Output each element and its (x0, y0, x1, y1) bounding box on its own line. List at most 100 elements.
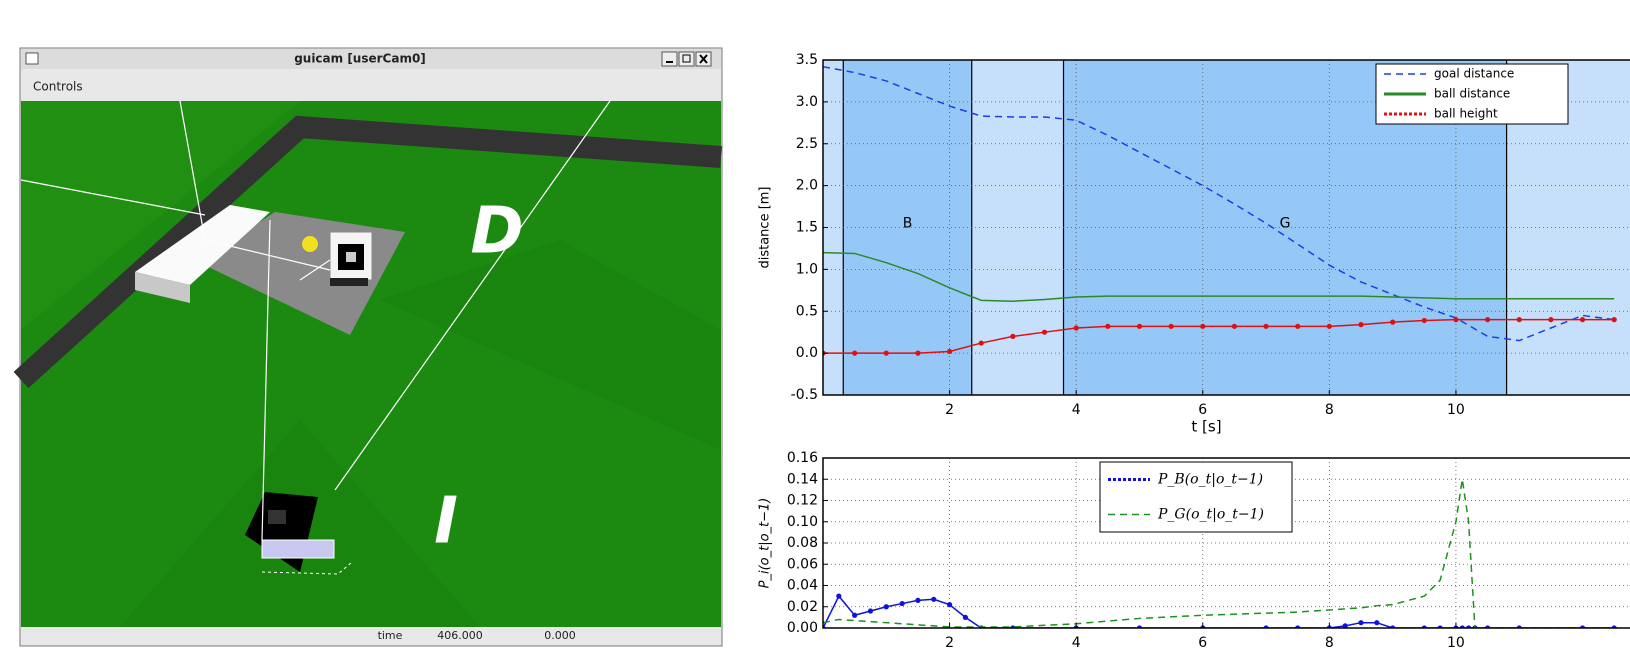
window-title: guicam [userCam0] (294, 52, 426, 66)
legend-label: P_B(o_t|o_t−1) (1157, 472, 1263, 488)
legend-box (1099, 461, 1293, 533)
y-axis-label: distance [m] (758, 186, 773, 268)
series-marker (1358, 322, 1364, 328)
series-marker (883, 350, 889, 356)
x-tick-label: 2 (945, 635, 954, 651)
series-marker (946, 348, 953, 355)
series-marker (1263, 323, 1269, 329)
series-marker (899, 600, 905, 607)
series-marker (1295, 323, 1301, 329)
series-marker (852, 350, 858, 356)
y-tick-label: 0.00 (787, 620, 818, 636)
x-tick-label: 4 (1072, 635, 1081, 651)
series-marker (946, 602, 953, 608)
scene-label: D (470, 195, 523, 269)
title-bar (21, 49, 721, 69)
x-tick-label: 10 (1447, 635, 1465, 651)
series-line (823, 65, 1615, 342)
y-tick-label: 1.0 (796, 261, 818, 277)
x-tick-label: 8 (1325, 402, 1334, 418)
series-marker (867, 608, 874, 614)
scene-label: I (434, 485, 458, 559)
y-axis-label: P_i(o_t|o_t−1) (758, 498, 773, 589)
series-marker (1358, 620, 1364, 626)
x-tick-label: 6 (1198, 635, 1207, 651)
series-line (823, 479, 1615, 628)
y-tick-label: 0.04 (787, 578, 818, 594)
series-marker (852, 612, 858, 618)
series-marker (1548, 317, 1554, 323)
phase-label: B (903, 215, 913, 231)
legend: P_B(o_t|o_t−1) P_G(o_t|o_t−1) (1099, 461, 1293, 533)
y-tick-label: 0.12 (787, 493, 818, 509)
chart: 0.00 0.02 0.04 0.06 0.08 0.10 0.12 0.14 0.16 2 4 6 8… (758, 450, 1630, 651)
series-marker (1453, 317, 1459, 323)
series-marker (836, 593, 842, 599)
x-tick-label: 2 (945, 402, 954, 418)
3d-viewport: D I (13, 100, 722, 627)
legend-label: P_G(o_t|o_t−1) (1157, 507, 1264, 523)
series-line (823, 594, 1615, 628)
chart: B G-0.50.00.51.01.52.02.53.03.52 4 6 8 10t [s… (758, 52, 1630, 436)
series-marker (1326, 323, 1332, 329)
y-tick-label: 0.10 (787, 514, 818, 530)
plot-frame (822, 59, 1630, 396)
menu-item[interactable]: Controls (33, 80, 83, 94)
series-marker (962, 614, 969, 620)
series-marker (1231, 323, 1238, 329)
series-marker (1136, 323, 1143, 329)
status-value: 0.000 (544, 629, 576, 642)
series-marker (1073, 325, 1079, 331)
series-marker (978, 340, 984, 346)
series-marker (1421, 317, 1427, 324)
y-tick-label: 0.0 (796, 345, 818, 361)
series-marker (1516, 317, 1522, 323)
y-tick-label: 0.14 (787, 471, 818, 487)
x-tick-label: 10 (1447, 402, 1465, 418)
x-tick-label: 6 (1198, 402, 1207, 418)
legend-label: ball height (1434, 107, 1498, 121)
window-buttons[interactable] (661, 51, 712, 67)
series-marker (1579, 317, 1586, 323)
y-tick-label: 2.5 (796, 136, 818, 152)
y-tick-label: 0.5 (796, 303, 818, 319)
legend: goal distance ball distance ball height (1375, 63, 1569, 125)
series-marker (1611, 317, 1617, 323)
legend-label: goal distance (1434, 67, 1514, 81)
series-marker (915, 350, 921, 356)
series-marker (1168, 323, 1174, 329)
legend-label: ball distance (1434, 87, 1510, 101)
series-marker (1200, 323, 1206, 329)
status-label: time (378, 629, 403, 642)
y-tick-label: 3.5 (796, 52, 818, 68)
series-marker (883, 604, 889, 610)
series-marker (931, 596, 937, 602)
y-tick-label: -0.5 (791, 387, 818, 403)
y-tick-label: 0.16 (787, 450, 818, 466)
y-tick-label: 3.0 (796, 94, 818, 110)
series-line (823, 318, 1615, 354)
series-marker (1374, 620, 1380, 626)
series-marker (1390, 319, 1396, 325)
y-tick-label: 1.5 (796, 220, 818, 236)
y-tick-label: 0.08 (787, 535, 818, 551)
series-marker (1342, 623, 1348, 628)
status-value: 406.000 (437, 629, 483, 642)
sim-window: guicam [userCam0] Controls D I tim (13, 47, 723, 647)
phase-label: G (1280, 215, 1291, 231)
series-marker (1484, 317, 1491, 323)
y-tick-label: 2.0 (796, 178, 818, 194)
series-marker (1010, 333, 1016, 339)
series-marker (1105, 323, 1111, 329)
window-icon (25, 52, 39, 65)
series-marker (1041, 329, 1048, 335)
series-line (823, 251, 1615, 302)
x-axis-label: t [s] (1191, 418, 1221, 436)
plot-frame (822, 457, 1630, 629)
y-tick-label: 0.02 (787, 599, 818, 615)
y-tick-label: 0.06 (787, 556, 818, 572)
series-marker (915, 597, 921, 603)
x-tick-label: 4 (1072, 402, 1081, 418)
